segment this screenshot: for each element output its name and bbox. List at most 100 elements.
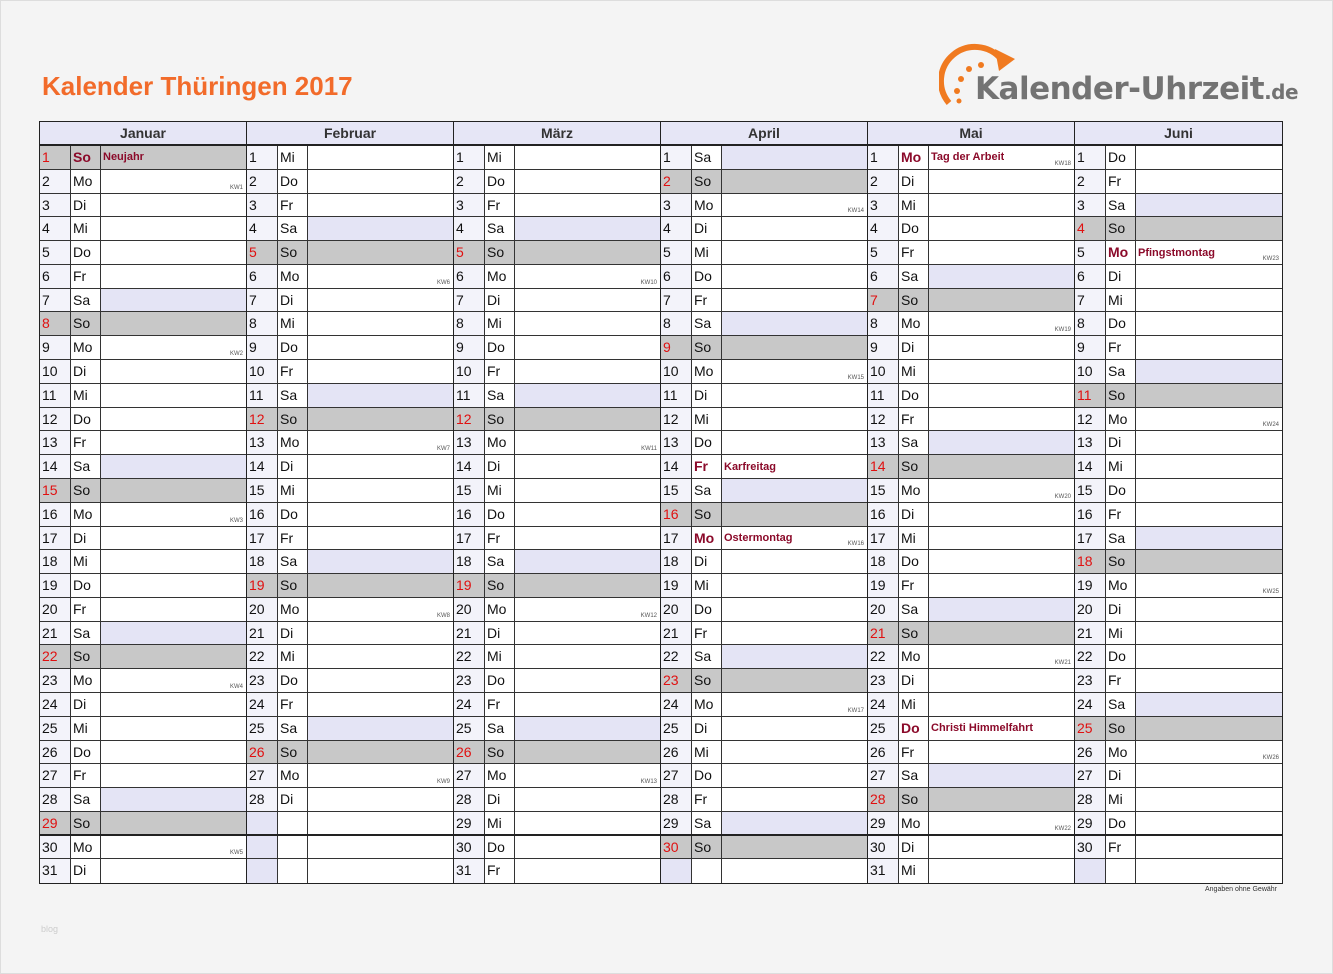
weekday: Fr	[1106, 502, 1136, 526]
weekday: Di	[899, 502, 929, 526]
day-note	[101, 455, 246, 478]
week-number: KW24	[1262, 422, 1279, 429]
day-row: 16 Di	[868, 502, 1074, 527]
day-note	[101, 527, 246, 550]
day-number	[1075, 859, 1106, 884]
week-number: KW5	[229, 850, 243, 857]
day-row: 26 Mi	[661, 740, 867, 765]
day-row: 7 Sa	[40, 288, 246, 313]
day-row: 19 So	[454, 574, 660, 598]
day-row: 2 So	[661, 169, 867, 194]
day-row: 27 Di	[1075, 764, 1282, 789]
day-row: 10 Di	[40, 360, 246, 384]
day-note	[1136, 716, 1282, 740]
week-number: KW25	[1262, 588, 1279, 595]
day-note	[929, 503, 1074, 526]
day-number: 17	[868, 526, 899, 550]
day-note	[722, 408, 867, 431]
week-number: KW13	[640, 779, 657, 786]
day-number: 12	[1075, 407, 1106, 431]
weekday: Di	[485, 788, 515, 811]
weekday: Mo	[1106, 241, 1136, 264]
day-note	[722, 169, 867, 193]
day-note: KW14	[722, 194, 867, 217]
day-number: 6	[868, 264, 899, 288]
day-row: 23 Do	[454, 669, 660, 693]
day-number	[247, 811, 278, 834]
day-row: 17 Fr	[247, 526, 453, 551]
day-note	[515, 622, 660, 645]
day-note	[515, 146, 660, 169]
day-note	[1136, 598, 1282, 621]
day-number: 22	[454, 645, 485, 669]
day-row: 19 Mo KW25	[1075, 574, 1282, 598]
day-number: 17	[661, 526, 692, 550]
weekday: Mo	[71, 169, 101, 193]
week-number: KW26	[1262, 755, 1279, 762]
day-number: 19	[868, 574, 899, 597]
weekday: Fr	[278, 692, 308, 716]
day-row: 10 Sa	[1075, 360, 1282, 384]
weekday: Sa	[692, 811, 722, 834]
weekday: Fr	[692, 621, 722, 645]
day-number: 26	[247, 740, 278, 764]
weekday: So	[71, 811, 101, 834]
weekday: So	[1106, 716, 1136, 740]
week-number: KW17	[847, 707, 864, 714]
holiday-label: Tag der Arbeit	[931, 151, 1005, 164]
day-row: 22 Mi	[247, 645, 453, 670]
day-number: 4	[247, 217, 278, 241]
day-row: 10 Fr	[247, 360, 453, 384]
day-row: 23 Do	[247, 669, 453, 693]
day-number: 27	[454, 764, 485, 788]
day-row: 13 Fr	[40, 431, 246, 456]
weekday	[278, 811, 308, 834]
day-note	[929, 431, 1074, 455]
day-number: 20	[1075, 597, 1106, 621]
weekday: Di	[71, 193, 101, 217]
day-row: 14 Fr Karfreitag	[661, 455, 867, 479]
day-number: 16	[661, 502, 692, 526]
day-note	[1136, 788, 1282, 811]
weekday: Mi	[485, 811, 515, 834]
day-note	[1136, 455, 1282, 478]
day-row: 16 Do	[454, 502, 660, 527]
day-number: 24	[247, 692, 278, 716]
weekday	[278, 835, 308, 859]
weekday: Sa	[692, 478, 722, 502]
day-row: 26 So	[454, 740, 660, 765]
day-note: KW21	[929, 645, 1074, 668]
weekday: Fr	[71, 764, 101, 788]
day-note	[515, 740, 660, 764]
day-note	[1136, 170, 1282, 193]
weekday: Di	[71, 859, 101, 884]
day-note: Christi Himmelfahrt	[929, 717, 1074, 740]
weekday: So	[899, 621, 929, 645]
day-row: 13 Sa	[868, 431, 1074, 456]
day-row: 23 Fr	[1075, 669, 1282, 693]
weekday: Di	[692, 716, 722, 740]
day-note: Karfreitag	[722, 455, 867, 478]
day-row: 20 Do	[661, 597, 867, 622]
week-number: KW8	[436, 612, 450, 619]
weekday: So	[71, 146, 101, 169]
day-row: 10 Mi	[868, 360, 1074, 384]
day-number: 8	[247, 312, 278, 336]
day-note	[101, 764, 246, 787]
weekday: Di	[1106, 431, 1136, 455]
week-number: KW21	[1054, 660, 1071, 667]
weekday: Mi	[485, 478, 515, 502]
day-number: 24	[1075, 692, 1106, 716]
day-row: 29 Mo KW22	[868, 811, 1074, 836]
weekday: So	[278, 241, 308, 264]
day-row: 9 So	[661, 336, 867, 361]
day-row: 5 Do	[40, 241, 246, 265]
day-note	[515, 336, 660, 359]
day-number: 21	[454, 621, 485, 645]
weekday: Do	[485, 169, 515, 193]
weekday: Mi	[899, 859, 929, 884]
day-row: 31 Mi	[868, 859, 1074, 884]
day-note	[1136, 479, 1282, 502]
day-row: 7 Di	[247, 288, 453, 313]
